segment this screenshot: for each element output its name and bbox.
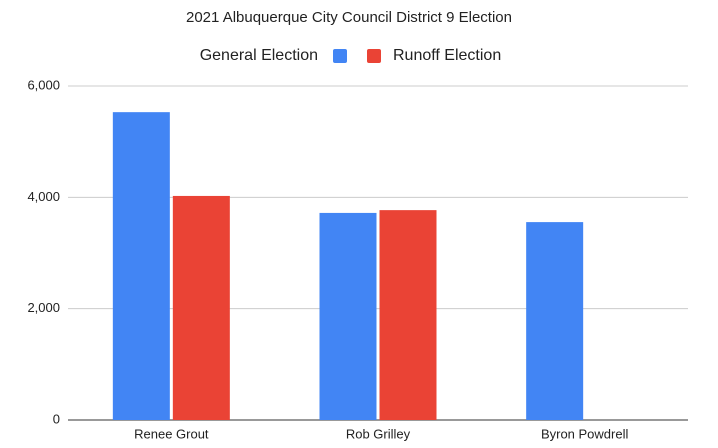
legend-label: General Election (200, 47, 318, 64)
bar (379, 210, 437, 420)
y-tick-label: 6,000 (27, 77, 60, 92)
y-tick-label: 4,000 (27, 189, 60, 204)
bar (172, 195, 230, 420)
y-tick-label: 2,000 (27, 300, 60, 315)
x-tick-label: Byron Powdrell (541, 426, 629, 441)
legend-label: Runoff Election (393, 47, 501, 64)
legend-swatch (333, 49, 347, 63)
chart-title: 2021 Albuquerque City Council District 9… (186, 9, 512, 26)
bar (319, 212, 377, 420)
x-tick-label: Renee Grout (134, 426, 209, 441)
bar (112, 112, 170, 420)
legend-swatch (367, 49, 381, 63)
x-tick-label: Rob Grilley (346, 426, 411, 441)
y-tick-label: 0 (53, 411, 60, 426)
bar (526, 222, 584, 420)
